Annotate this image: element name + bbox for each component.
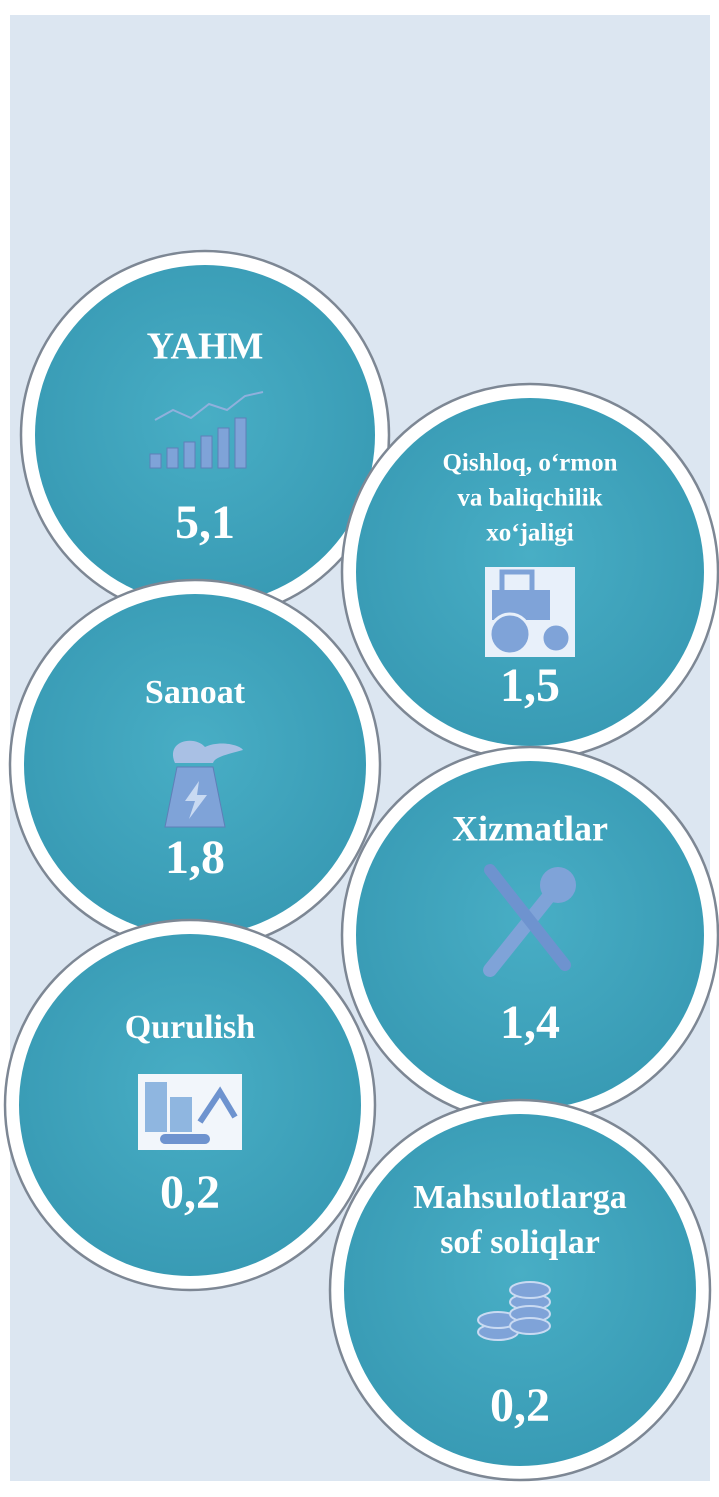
icon-bar [217, 427, 230, 469]
icon [164, 740, 243, 828]
node-value: 5,1 [175, 496, 235, 549]
node-title: Qishloq, o‘rmon [442, 450, 617, 477]
icon-coin [509, 1281, 551, 1299]
icon [138, 1074, 242, 1150]
node-value: 0,2 [490, 1379, 550, 1432]
node-title: va baliqchilik [457, 485, 602, 512]
node-value: 1,5 [500, 659, 560, 712]
icon-bar [183, 441, 196, 469]
node-title: Sanoat [145, 674, 246, 711]
icon-bar [166, 447, 179, 469]
circle-fill [35, 265, 375, 605]
icon-driver [484, 864, 571, 971]
icon [483, 864, 576, 977]
icon-bar [149, 453, 162, 469]
node-title: xo‘jaligi [486, 520, 574, 547]
icon-cab [499, 569, 535, 597]
circle-fill [356, 761, 704, 1109]
icon-bar [234, 417, 247, 469]
icon-wrench [483, 888, 557, 977]
icon-wheel [540, 622, 572, 654]
node-title: Qurulish [125, 1009, 255, 1046]
icon-bar [200, 435, 213, 469]
icon [485, 567, 575, 657]
icon-arm [197, 1086, 238, 1124]
icon-line [154, 391, 264, 421]
icon-building [145, 1082, 167, 1132]
node-title: YAHM [147, 326, 264, 368]
circle-fill [24, 594, 366, 936]
icon-smoke [172, 740, 243, 763]
node-value: 1,4 [500, 996, 560, 1049]
node-title: Xizmatlar [452, 808, 608, 848]
icon-tracks [160, 1134, 210, 1144]
icon-coin [509, 1317, 551, 1335]
icon [149, 391, 264, 469]
node-value: 0,2 [160, 1166, 220, 1219]
icon-bolt [185, 781, 207, 819]
node-title: Mahsulotlarga [413, 1179, 626, 1216]
icon [477, 1281, 551, 1341]
node-value: 1,8 [165, 831, 225, 884]
icon-wheel [488, 612, 532, 656]
node-title: sof soliqlar [440, 1224, 600, 1261]
icon-building [170, 1097, 192, 1132]
icon-wrench-head [540, 867, 576, 903]
